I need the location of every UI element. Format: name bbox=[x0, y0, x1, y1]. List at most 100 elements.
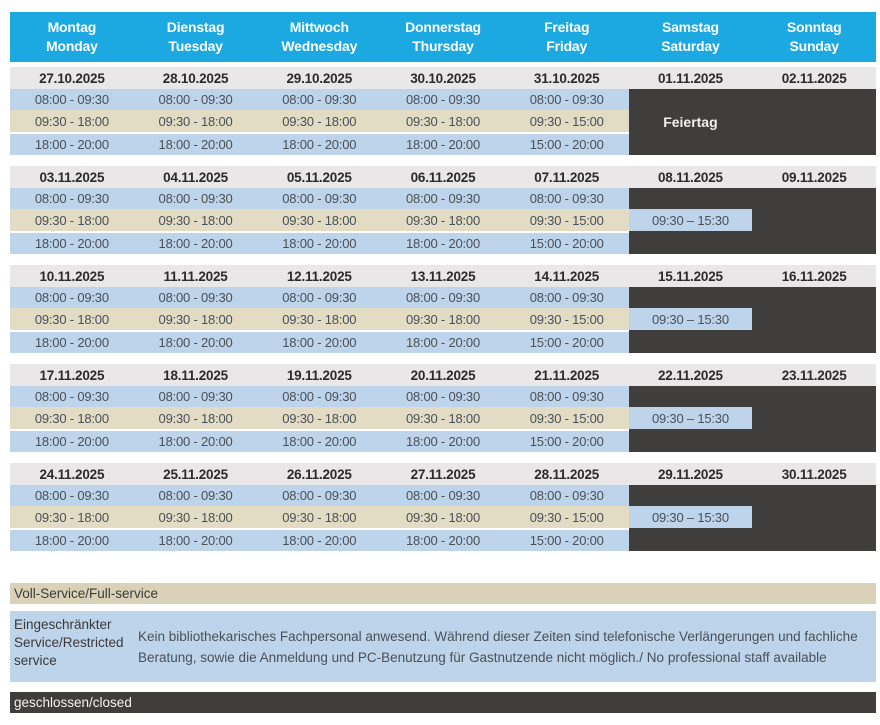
time-cell: 15:00 - 20:00 bbox=[504, 530, 629, 551]
date-cell: 28.11.2025 bbox=[534, 466, 600, 482]
time-cell: 08:00 - 09:30 bbox=[381, 89, 505, 110]
time-grid: 08:00 - 09:30 09:30 - 18:00 18:00 - 20:0… bbox=[10, 89, 876, 155]
time-cell: 08:00 - 09:30 bbox=[381, 188, 505, 209]
time-cell: 18:00 - 20:00 bbox=[10, 134, 134, 155]
time-cell: 08:00 - 09:30 bbox=[133, 89, 258, 110]
time-cell: 09:30 - 18:00 bbox=[381, 110, 505, 132]
day-header-thursday: Donnerstag Thursday bbox=[381, 12, 505, 62]
date-cell: 11.11.2025 bbox=[163, 268, 228, 284]
date-cell: 01.11.2025 bbox=[658, 70, 723, 86]
saturday-open-cell: 09:30 – 15:30 bbox=[628, 308, 753, 330]
day-name-en: Friday bbox=[546, 38, 588, 54]
time-cell: 08:00 - 09:30 bbox=[504, 188, 629, 209]
time-cell: 18:00 - 20:00 bbox=[10, 431, 134, 452]
time-cell: 09:30 - 15:00 bbox=[504, 209, 629, 231]
time-cell: 09:30 - 18:00 bbox=[257, 209, 382, 231]
date-cell: 05.11.2025 bbox=[286, 169, 352, 185]
closed-cell bbox=[628, 330, 753, 353]
day-name-de: Sonntag bbox=[786, 19, 842, 35]
time-cell: 18:00 - 20:00 bbox=[381, 332, 505, 353]
date-cell: 06.11.2025 bbox=[410, 169, 476, 185]
time-cell: 09:30 - 15:00 bbox=[504, 407, 629, 429]
date-cell: 10.11.2025 bbox=[39, 268, 105, 284]
time-cell: 08:00 - 09:30 bbox=[133, 287, 258, 308]
time-cell: 18:00 - 20:00 bbox=[257, 431, 382, 452]
day-name-de: Freitag bbox=[544, 19, 590, 35]
time-cell: 18:00 - 20:00 bbox=[257, 233, 382, 254]
time-cell: 18:00 - 20:00 bbox=[133, 332, 258, 353]
time-cell: 08:00 - 09:30 bbox=[381, 386, 505, 407]
time-cell: 09:30 - 18:00 bbox=[133, 209, 258, 231]
time-cell: 09:30 - 18:00 bbox=[381, 407, 505, 429]
time-cell: 18:00 - 20:00 bbox=[257, 530, 382, 551]
week-block-3: 10.11.2025 11.11.2025 12.11.2025 13.11.2… bbox=[10, 265, 876, 353]
time-cell: 18:00 - 20:00 bbox=[10, 332, 134, 353]
day-name-en: Saturday bbox=[661, 38, 720, 54]
time-cell: 09:30 - 18:00 bbox=[133, 308, 258, 330]
date-cell: 08.11.2025 bbox=[658, 169, 723, 185]
day-name-en: Thursday bbox=[412, 38, 474, 54]
date-cell: 28.10.2025 bbox=[162, 70, 229, 86]
time-cell: 09:30 - 15:00 bbox=[504, 506, 629, 528]
date-cell: 13.11.2025 bbox=[410, 268, 476, 284]
week-block-4: 17.11.2025 18.11.2025 19.11.2025 20.11.2… bbox=[10, 364, 876, 452]
legend-restricted-service: Eingeschränkter Service/Restricted servi… bbox=[10, 611, 876, 682]
date-cell: 04.11.2025 bbox=[163, 169, 228, 185]
saturday-open-cell: 09:30 – 15:30 bbox=[628, 209, 753, 231]
time-cell: 08:00 - 09:30 bbox=[504, 89, 629, 110]
time-cell: 18:00 - 20:00 bbox=[257, 332, 382, 353]
time-cell: 15:00 - 20:00 bbox=[504, 332, 629, 353]
time-cell: 09:30 - 18:00 bbox=[10, 209, 134, 231]
date-cell: 30.10.2025 bbox=[410, 70, 476, 86]
date-cell: 21.11.2025 bbox=[534, 367, 600, 383]
time-cell: 18:00 - 20:00 bbox=[381, 530, 505, 551]
date-cell: 29.11.2025 bbox=[658, 466, 723, 482]
time-cell: 09:30 - 18:00 bbox=[381, 308, 505, 330]
closed-cell bbox=[628, 231, 753, 254]
day-name-en: Monday bbox=[46, 38, 98, 54]
date-cell: 12.11.2025 bbox=[286, 268, 352, 284]
time-cell: 18:00 - 20:00 bbox=[133, 233, 258, 254]
time-cell: 18:00 - 20:00 bbox=[381, 431, 505, 452]
closed-cell bbox=[628, 429, 753, 452]
time-cell: 09:30 - 18:00 bbox=[133, 407, 258, 429]
legend-full-service: Voll-Service/Full-service bbox=[10, 583, 876, 604]
time-cell: 09:30 - 15:00 bbox=[504, 308, 629, 330]
time-cell: 15:00 - 20:00 bbox=[504, 134, 629, 155]
time-cell: 18:00 - 20:00 bbox=[10, 530, 134, 551]
date-cell: 07.11.2025 bbox=[534, 169, 600, 185]
date-row: 17.11.2025 18.11.2025 19.11.2025 20.11.2… bbox=[10, 364, 876, 386]
closed-cell bbox=[752, 89, 876, 155]
closed-cell bbox=[628, 287, 753, 308]
time-cell: 08:00 - 09:30 bbox=[133, 485, 258, 506]
weekday-header-row: Montag Monday Dienstag Tuesday Mittwoch … bbox=[10, 12, 876, 62]
day-name-de: Samstag bbox=[661, 19, 719, 35]
date-row: 27.10.2025 28.10.2025 29.10.2025 30.10.2… bbox=[10, 67, 876, 89]
legend-restricted-description: Kein bibliothekarisches Fachpersonal anw… bbox=[138, 611, 876, 682]
date-cell: 24.11.2025 bbox=[39, 466, 105, 482]
day-name-en: Wednesday bbox=[281, 38, 358, 54]
time-cell: 08:00 - 09:30 bbox=[10, 287, 134, 308]
time-cell: 08:00 - 09:30 bbox=[10, 188, 134, 209]
time-cell: 18:00 - 20:00 bbox=[133, 431, 258, 452]
date-cell: 17.11.2025 bbox=[39, 367, 105, 383]
saturday-open-cell: 09:30 – 15:30 bbox=[628, 506, 753, 528]
time-cell: 08:00 - 09:30 bbox=[10, 386, 134, 407]
day-header-tuesday: Dienstag Tuesday bbox=[134, 12, 258, 62]
time-cell: 08:00 - 09:30 bbox=[10, 89, 134, 110]
date-cell: 19.11.2025 bbox=[286, 367, 352, 383]
saturday-open-cell: 09:30 – 15:30 bbox=[628, 407, 753, 429]
date-cell: 03.11.2025 bbox=[39, 169, 105, 185]
date-cell: 30.11.2025 bbox=[781, 466, 847, 482]
date-cell: 02.11.2025 bbox=[781, 70, 847, 86]
day-header-saturday: Samstag Saturday bbox=[629, 12, 753, 62]
time-cell: 09:30 - 18:00 bbox=[10, 308, 134, 330]
day-name-de: Montag bbox=[47, 19, 97, 35]
day-header-sunday: Sonntag Sunday bbox=[752, 12, 876, 62]
time-cell: 08:00 - 09:30 bbox=[133, 386, 258, 407]
day-name-de: Donnerstag bbox=[405, 19, 481, 35]
time-cell: 08:00 - 09:30 bbox=[381, 485, 505, 506]
time-cell: 09:30 - 18:00 bbox=[257, 308, 382, 330]
closed-cell bbox=[752, 386, 876, 452]
